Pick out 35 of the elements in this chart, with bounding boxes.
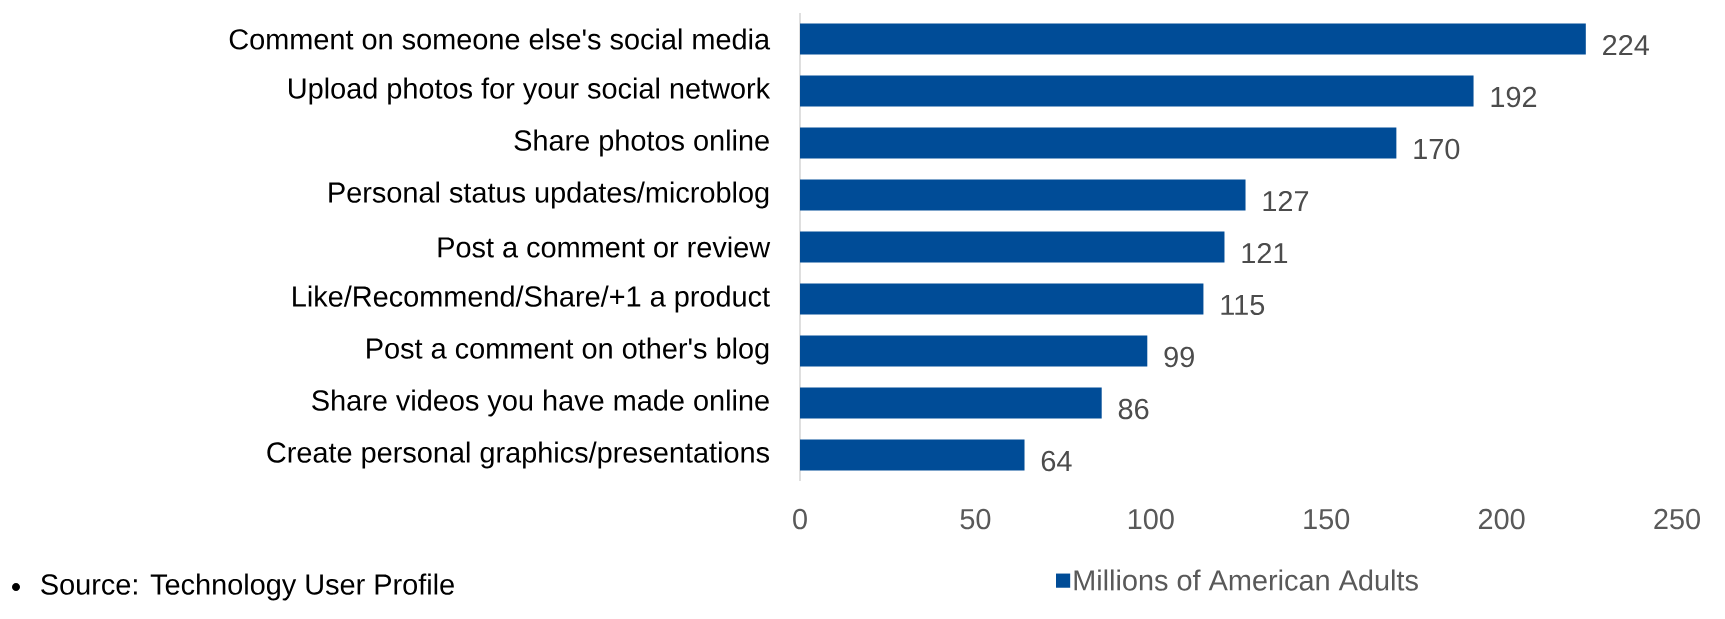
bar xyxy=(800,127,1397,159)
source-note: Source: Technology User Profile xyxy=(41,573,454,601)
data-label: 224 xyxy=(1603,34,1649,56)
bar xyxy=(800,387,1102,419)
y-tick-label: Share videos you have made online xyxy=(312,389,769,417)
bar xyxy=(800,283,1204,315)
y-tick-label: Create personal graphics/presentations xyxy=(267,441,770,469)
y-tick-label: Like/Recommend/Share/+1 a product xyxy=(293,285,770,313)
y-tick-label: Share photos online xyxy=(514,129,769,157)
bar xyxy=(800,75,1474,107)
data-label: 86 xyxy=(1118,398,1149,420)
data-label: 192 xyxy=(1491,86,1537,108)
x-tick-label: 50 xyxy=(960,508,991,530)
legend-label: Millions of American Adults xyxy=(1074,569,1418,591)
x-tick-label: 200 xyxy=(1478,508,1525,530)
data-label: 64 xyxy=(1041,450,1072,472)
y-tick-label: Post a comment or review xyxy=(438,236,771,258)
bar xyxy=(800,23,1586,55)
data-label: 99 xyxy=(1164,346,1194,368)
x-tick-label: 250 xyxy=(1654,508,1700,530)
y-tick-label: Comment on someone else's social media xyxy=(229,28,771,50)
y-tick-label: Personal status updates/microblog xyxy=(329,181,769,209)
y-tick-label: Upload photos for your social network xyxy=(289,77,771,105)
data-label: 115 xyxy=(1221,294,1265,316)
data-label: 170 xyxy=(1414,138,1460,160)
x-tick-label: 150 xyxy=(1304,508,1350,530)
x-tick-label: 100 xyxy=(1128,508,1174,530)
y-tick-label: Post a comment on other's blog xyxy=(367,337,769,365)
x-tick-label: 0 xyxy=(793,508,807,530)
bar xyxy=(800,335,1148,367)
bar xyxy=(800,231,1225,263)
data-label: 127 xyxy=(1263,190,1309,212)
data-label: 121 xyxy=(1242,242,1288,264)
bar xyxy=(800,439,1025,471)
bar xyxy=(800,179,1246,211)
